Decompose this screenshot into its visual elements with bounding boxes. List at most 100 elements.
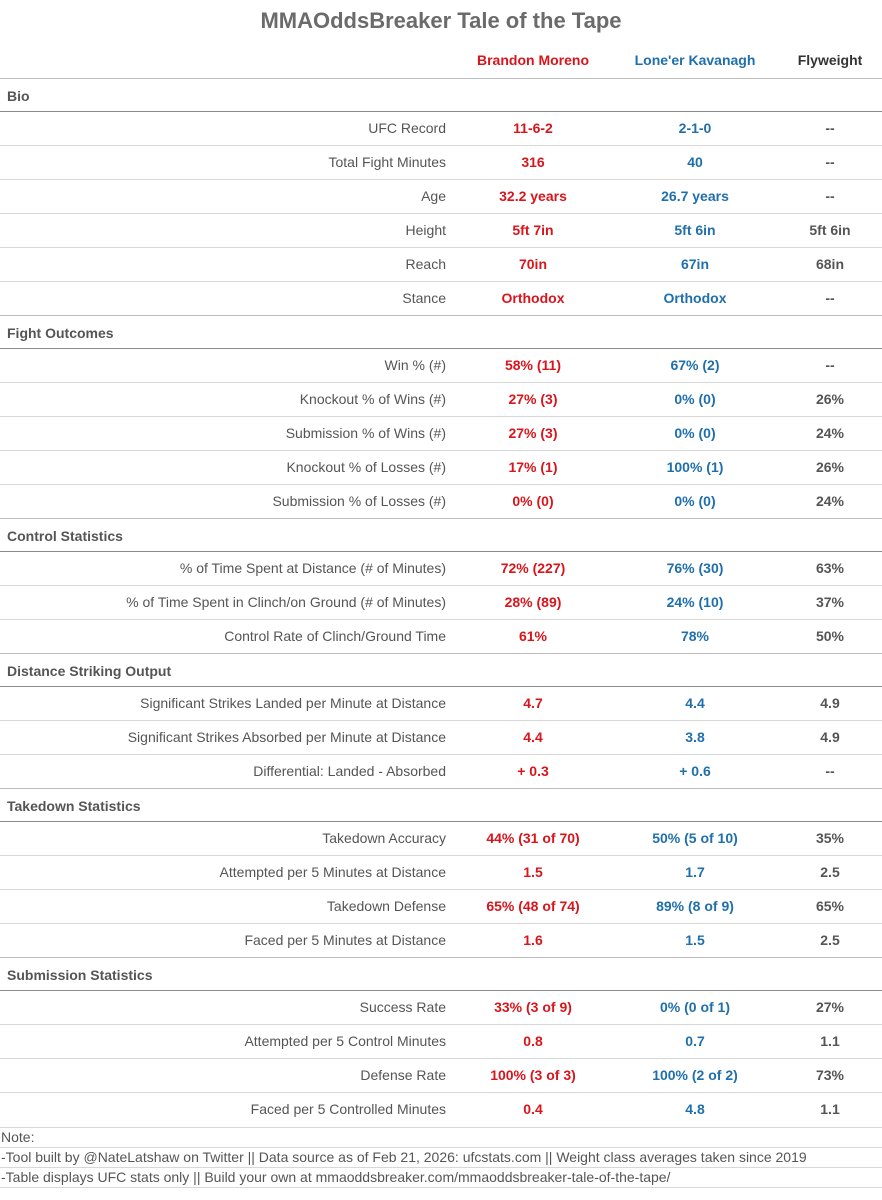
stat-label: Attempted per 5 Minutes at Distance <box>219 864 446 880</box>
table-row: Takedown Accuracy 44% (31 of 70) 50% (5 … <box>0 822 882 855</box>
table-row: Total Fight Minutes 316 40 -- <box>0 145 882 179</box>
fighter1-value: 1.6 <box>523 932 543 948</box>
section-title: Distance Striking Output <box>7 663 172 679</box>
section-title: Takedown Statistics <box>7 798 141 814</box>
table-row: Attempted per 5 Control Minutes 0.8 0.7 … <box>0 1024 882 1058</box>
division-value: 50% <box>815 628 845 644</box>
stat-label: Defense Rate <box>360 1067 446 1083</box>
division-value: -- <box>825 290 835 306</box>
section-title: Fight Outcomes <box>7 325 114 341</box>
fighter2-value: 1.5 <box>685 932 705 948</box>
stat-label: Significant Strikes Landed per Minute at… <box>140 695 446 711</box>
stat-label: % of Time Spent at Distance (# of Minute… <box>179 560 446 576</box>
division-value: 24% <box>815 425 845 441</box>
fighter2-value: 2-1-0 <box>678 120 712 136</box>
table-row: Age 32.2 years 26.7 years -- <box>0 179 882 213</box>
stat-label: UFC Record <box>368 120 446 136</box>
fighter1-value: 27% (3) <box>508 425 558 441</box>
fighter1-value: 1.5 <box>523 864 543 880</box>
table-row: Control Rate of Clinch/Ground Time 61% 7… <box>0 619 882 653</box>
fighter1-value: 4.7 <box>523 695 543 711</box>
table-row: Stance Orthodox Orthodox -- <box>0 281 882 315</box>
table-row: Takedown Defense 65% (48 of 74) 89% (8 o… <box>0 889 882 923</box>
fighter2-value: 0% (0 of 1) <box>659 999 730 1015</box>
stat-label: Attempted per 5 Control Minutes <box>244 1033 446 1049</box>
fighter1-value: 33% (3 of 9) <box>494 999 572 1015</box>
division-column-header: Flyweight <box>797 52 863 68</box>
division-value: 24% <box>815 493 845 509</box>
fighter1-value: 4.4 <box>523 729 543 745</box>
fighter2-value: 0.7 <box>685 1033 705 1049</box>
fighter2-value: Orthodox <box>663 290 727 306</box>
table-row: Knockout % of Wins (#) 27% (3) 0% (0) 26… <box>0 382 882 416</box>
notes-line: -Tool built by @NateLatshaw on Twitter |… <box>0 1148 882 1168</box>
fighter2-value: 0% (0) <box>674 493 716 509</box>
fighter1-column-header: Brandon Moreno <box>477 52 589 68</box>
section-header-fight-outcomes: Fight Outcomes <box>0 315 882 349</box>
fighter2-value: 24% (10) <box>666 594 724 610</box>
fighter1-value: 0.4 <box>523 1101 543 1117</box>
fighter2-value: 1.7 <box>685 864 705 880</box>
fighter2-value: 78% <box>680 628 710 644</box>
fighter1-value: + 0.3 <box>517 763 549 779</box>
stat-label: Knockout % of Losses (#) <box>286 459 446 475</box>
division-value: 65% <box>815 898 845 914</box>
notes-footer: Note: -Tool built by @NateLatshaw on Twi… <box>0 1127 882 1188</box>
fighter2-value: 40 <box>687 154 703 170</box>
fighter1-value: 28% (89) <box>504 594 562 610</box>
section-header-distance-striking-output: Distance Striking Output <box>0 653 882 687</box>
division-value: 1.1 <box>820 1033 840 1049</box>
notes-heading: Note: <box>0 1128 882 1148</box>
fighter2-value: 67in <box>680 256 709 272</box>
fighter1-value: 5ft 7in <box>512 222 554 238</box>
stat-label: Submission % of Losses (#) <box>272 493 446 509</box>
fighter2-value: 26.7 years <box>661 188 729 204</box>
notes-line: -Table displays UFC stats only || Build … <box>0 1168 882 1188</box>
table-row: Faced per 5 Minutes at Distance 1.6 1.5 … <box>0 923 882 957</box>
fighter2-value: 5ft 6in <box>674 222 716 238</box>
stat-label: Height <box>405 222 446 238</box>
section-header-takedown-statistics: Takedown Statistics <box>0 788 882 822</box>
fighter2-value: 100% (1) <box>666 459 724 475</box>
stat-label: Win % (#) <box>384 357 446 373</box>
stat-label: % of Time Spent in Clinch/on Ground (# o… <box>126 594 446 610</box>
fighter1-value: 27% (3) <box>508 391 558 407</box>
table-row: Significant Strikes Landed per Minute at… <box>0 687 882 720</box>
tale-of-the-tape-table: Bio UFC Record 11-6-2 2-1-0 -- Total Fig… <box>0 78 882 1126</box>
division-value: -- <box>825 188 835 204</box>
fighter2-value: 67% (2) <box>670 357 720 373</box>
stat-label: Knockout % of Wins (#) <box>299 391 446 407</box>
fighter1-value: 44% (31 of 70) <box>486 830 580 846</box>
division-value: 73% <box>815 1067 845 1083</box>
stat-label: Total Fight Minutes <box>328 154 447 170</box>
table-row: Defense Rate 100% (3 of 3) 100% (2 of 2)… <box>0 1058 882 1092</box>
stat-label: Takedown Defense <box>326 898 446 914</box>
fighter1-value: 32.2 years <box>499 188 567 204</box>
section-header-submission-statistics: Submission Statistics <box>0 957 882 991</box>
table-row: Height 5ft 7in 5ft 6in 5ft 6in <box>0 213 882 247</box>
section-header-bio: Bio <box>0 78 882 112</box>
fighter1-value: 72% (227) <box>500 560 566 576</box>
stat-label: Submission % of Wins (#) <box>285 425 446 441</box>
division-value: 4.9 <box>820 695 840 711</box>
table-row: % of Time Spent at Distance (# of Minute… <box>0 552 882 585</box>
stat-label: Success Rate <box>359 999 446 1015</box>
fighter1-value: 100% (3 of 3) <box>490 1067 576 1083</box>
division-value: 26% <box>815 459 845 475</box>
division-value: 35% <box>815 830 845 846</box>
fighter2-value: 4.4 <box>685 695 705 711</box>
division-value: -- <box>825 357 835 373</box>
fighter2-value: 0% (0) <box>674 391 716 407</box>
fighter2-value: 3.8 <box>685 729 705 745</box>
division-value: 2.5 <box>820 932 840 948</box>
fighter1-value: Orthodox <box>501 290 565 306</box>
stat-label: Age <box>421 188 446 204</box>
fighter1-value: 58% (11) <box>504 357 562 373</box>
fighter2-column-header: Lone'er Kavanagh <box>634 52 756 68</box>
stat-label: Differential: Landed - Absorbed <box>253 763 446 779</box>
table-row: Submission % of Losses (#) 0% (0) 0% (0)… <box>0 484 882 518</box>
stat-label: Control Rate of Clinch/Ground Time <box>224 628 446 644</box>
page-title: MMAOddsBreaker Tale of the Tape <box>260 8 622 33</box>
fighter1-value: 0.8 <box>523 1033 543 1049</box>
table-row: Faced per 5 Controlled Minutes 0.4 4.8 1… <box>0 1092 882 1126</box>
